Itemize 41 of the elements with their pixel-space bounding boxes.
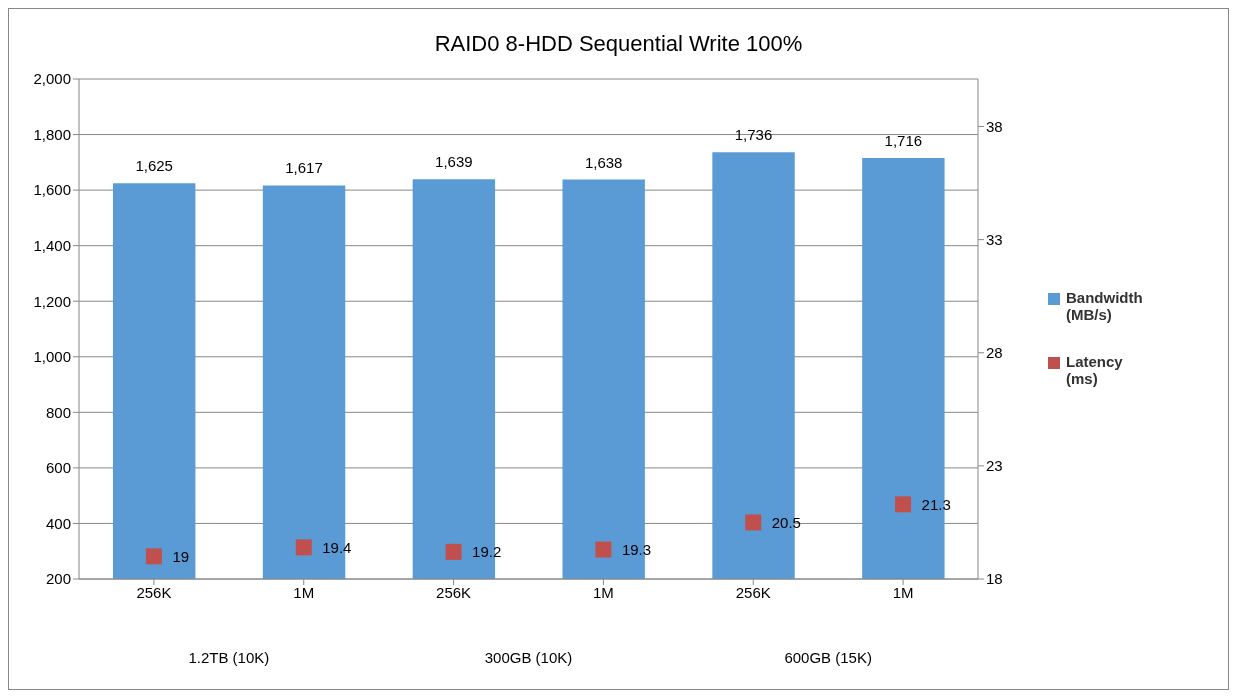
text: 1.2TB (10K) bbox=[187, 649, 271, 666]
y-tick-label: 400 bbox=[45, 514, 71, 532]
x-tick-label: 256K bbox=[735, 583, 771, 601]
y2-tick-label: 38 bbox=[986, 117, 1003, 135]
y-tick-label: 2,000 bbox=[33, 70, 71, 88]
y-tick-label: 1,200 bbox=[33, 292, 71, 310]
data-label: 1,736 bbox=[734, 126, 773, 144]
point bbox=[745, 514, 762, 531]
y-tick-label: 1,800 bbox=[33, 125, 71, 143]
text: 300GB (10K) bbox=[483, 649, 574, 666]
x-tick-label: 1M bbox=[293, 583, 315, 601]
y-tick-label: 200 bbox=[45, 570, 71, 588]
y-tick-label: 1,400 bbox=[33, 236, 71, 254]
x-tick-label: 1M bbox=[592, 583, 614, 601]
text: 600GB (15K) bbox=[783, 649, 873, 666]
x-tick-label: 1M bbox=[892, 583, 914, 601]
point bbox=[895, 496, 912, 513]
legend-label: Bandwidth (MB/s) bbox=[1066, 289, 1144, 323]
y2-tick-label: 23 bbox=[986, 457, 1003, 475]
point bbox=[445, 543, 462, 560]
data-label: 1,639 bbox=[435, 153, 473, 171]
y-tick-label: 600 bbox=[45, 459, 71, 477]
point bbox=[145, 548, 162, 565]
y2-tick-label: 18 bbox=[986, 570, 1003, 588]
y2-tick-label: 33 bbox=[986, 230, 1003, 248]
x-tick-label: 256K bbox=[136, 583, 172, 601]
y-tick-label: 1,600 bbox=[33, 181, 71, 199]
data-label: 1,617 bbox=[285, 159, 323, 177]
data-label: 20.5 bbox=[771, 513, 801, 531]
y-tick-label: 800 bbox=[45, 403, 71, 421]
data-label: 1,638 bbox=[584, 153, 623, 171]
data-label: 19 bbox=[172, 547, 190, 565]
y2-tick-label: 28 bbox=[986, 344, 1003, 362]
point bbox=[595, 541, 612, 558]
x-tick-label: 256K bbox=[436, 583, 472, 601]
point bbox=[295, 539, 312, 556]
data-label: 1,716 bbox=[884, 131, 923, 149]
chart-title: RAID0 8-HDD Sequential Write 100% bbox=[433, 31, 804, 57]
y-tick-label: 1,000 bbox=[33, 348, 71, 366]
legend-label: Latency (ms) bbox=[1066, 353, 1124, 387]
data-label: 1,625 bbox=[135, 157, 173, 175]
